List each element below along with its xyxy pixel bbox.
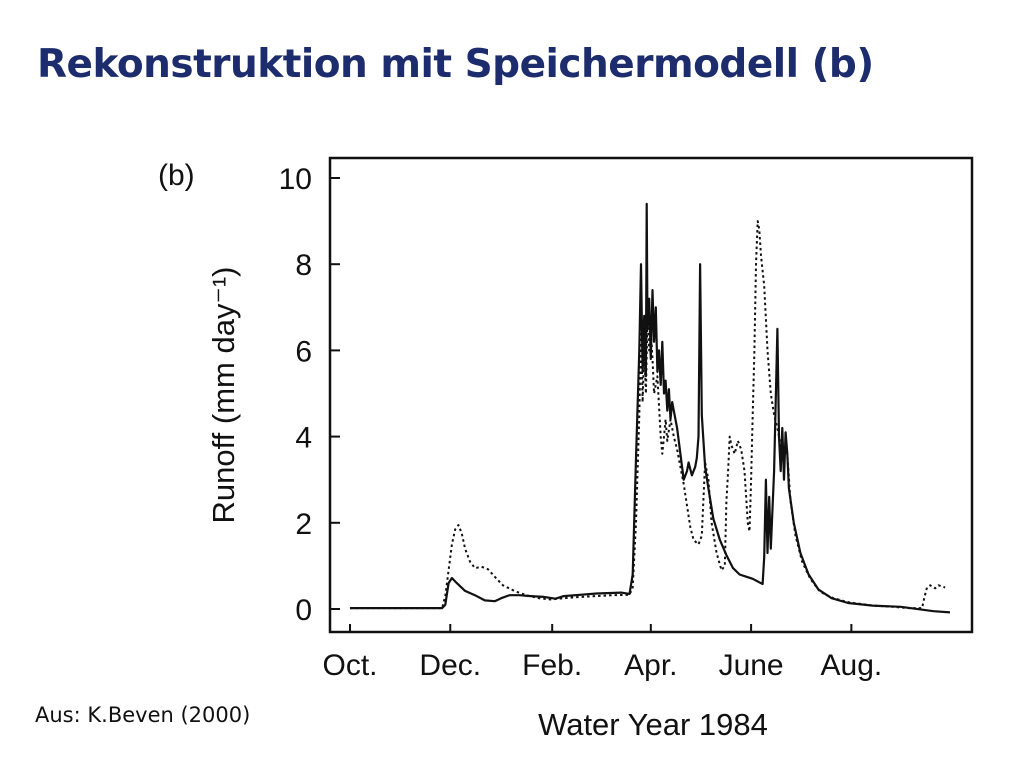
x-tick-label: Apr. <box>624 649 677 682</box>
y-axis-label: Runoff (mm day⁻¹) <box>206 267 241 524</box>
panel-label: (b) <box>158 159 195 192</box>
y-tick-label: 2 <box>295 508 312 541</box>
y-tick-label: 6 <box>295 335 312 368</box>
y-tick-label: 10 <box>279 163 312 196</box>
y-tick-label: 0 <box>295 594 312 627</box>
series-line-solid <box>350 202 951 614</box>
source-note: Aus: K.Beven (2000) <box>35 703 251 727</box>
series-group <box>350 202 951 614</box>
y-axis-ticks: 0 2 4 6 8 10 <box>279 163 340 627</box>
x-axis-ticks: Oct. Dec. Feb. Apr. June Aug. <box>322 624 882 682</box>
plot-frame <box>328 156 974 634</box>
y-tick-label: 8 <box>295 249 312 282</box>
x-tick-label: June <box>719 649 784 682</box>
y-tick-label: 4 <box>295 422 312 455</box>
x-axis-label: Water Year 1984 <box>538 707 768 742</box>
x-tick-label: Aug. <box>821 649 883 682</box>
x-tick-label: Oct. <box>322 649 377 682</box>
x-tick-label: Dec. <box>419 649 481 682</box>
slide-title: Rekonstruktion mit Speichermodell (b) <box>37 42 874 87</box>
series-line-dotted <box>350 220 946 610</box>
x-tick-label: Feb. <box>522 649 582 682</box>
